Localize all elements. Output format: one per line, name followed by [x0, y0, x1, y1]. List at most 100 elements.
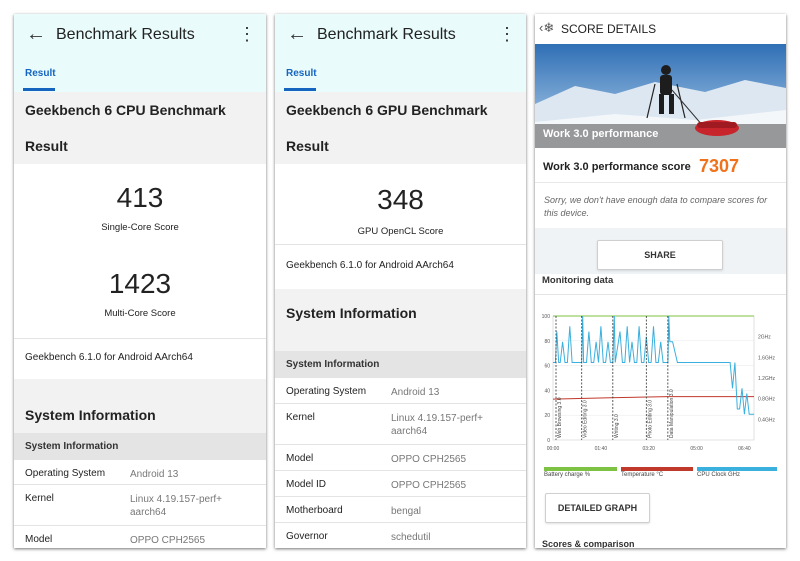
info-value: Android 13 [130, 469, 179, 480]
hero-label: Work 3.0 performance [543, 128, 659, 140]
tab-indicator [284, 88, 316, 91]
y-right-tick-label: 2GHz [758, 335, 771, 341]
share-button[interactable]: SHARE [597, 240, 723, 270]
result-heading: Result [25, 138, 68, 154]
info-key: Model ID [286, 479, 327, 490]
x-tick-label: 05:00 [690, 446, 703, 452]
benchmark-title: Geekbench 6 GPU Benchmark [286, 102, 488, 118]
monitoring-title: Monitoring data [542, 275, 614, 286]
scores-comparison-title: Scores & comparison [542, 539, 635, 548]
back-arrow-icon[interactable]: ← [287, 23, 307, 45]
single-core-label: Single-Core Score [101, 222, 179, 233]
multi-core-score: 1423 [108, 268, 172, 299]
header-title: Benchmark Results [56, 26, 195, 43]
y-left-tick-label: 40 [544, 388, 550, 394]
system-info-subheader: System Information [275, 351, 526, 378]
page-title: SCORE DETAILS [561, 22, 657, 36]
version-text: Geekbench 6.1.0 for Android AArch64 [14, 339, 266, 379]
more-options-icon[interactable]: ⋮ [238, 24, 256, 44]
detailed-graph-button[interactable]: DETAILED GRAPH [545, 493, 650, 523]
info-value: Android 13 [391, 387, 440, 398]
y-right-tick-label: 1.2GHz [758, 376, 775, 382]
tab-result[interactable]: Result [286, 68, 317, 79]
y-left-tick-label: 60 [544, 364, 550, 370]
app-bar: ← Benchmark Results ⋮ [275, 14, 526, 56]
plot-area [552, 315, 755, 441]
info-value: Linux 4.19.157-perf+ aarch64 [391, 413, 484, 437]
y-left-tick-label: 0 [547, 438, 550, 444]
workload-marker-label: Writing 3.0 [614, 414, 620, 438]
score-row: Work 3.0 performance score 7307 [535, 148, 786, 183]
score-label: Work 3.0 performance score [543, 161, 691, 173]
multi-core-label: Multi-Core Score [104, 308, 176, 319]
workload-marker-label: Video Editing 3.0 [583, 400, 589, 438]
x-tick-label: 00:00 [547, 446, 560, 452]
info-value: OPPO CPH2565 [130, 535, 206, 546]
snowflake-logo-icon[interactable]: ‹❄ [539, 20, 555, 35]
system-info-header: System Information [14, 379, 266, 433]
app-header: ← Benchmark Results ⋮ Result [14, 14, 266, 92]
info-key: Kernel [25, 493, 54, 504]
info-value: OPPO CPH2565 [391, 454, 467, 465]
tab-indicator [23, 88, 55, 91]
app-header: ← Benchmark Results ⋮ Result [275, 14, 526, 92]
benchmark-header: Geekbench 6 GPU Benchmark Result [275, 92, 526, 164]
single-core-score: 413 [116, 182, 164, 213]
benchmark-title: Geekbench 6 CPU Benchmark [25, 102, 226, 118]
header-title: Benchmark Results [317, 26, 456, 43]
workload-marker-label: Photo Editing 3.0 [647, 400, 653, 438]
gpu-opencl-score: 348 [377, 184, 424, 215]
divider [535, 294, 786, 295]
info-value: Linux 4.19.157-perf+ aarch64 [130, 494, 223, 518]
info-value: bengal [391, 506, 422, 517]
x-tick-label: 03:20 [642, 446, 655, 452]
info-row: Model OPPO CPH2565 [14, 526, 266, 548]
more-options-icon[interactable]: ⋮ [498, 24, 516, 44]
info-key: Governor [286, 531, 328, 542]
system-info-title: System Information [286, 305, 417, 321]
hero-image: Work 3.0 performance [535, 44, 786, 148]
tab-result[interactable]: Result [25, 68, 56, 79]
info-key: Motherboard [286, 505, 343, 516]
result-heading: Result [286, 138, 329, 154]
x-tick-label: 01:40 [595, 446, 608, 452]
info-key: Model [25, 534, 53, 545]
legend-label-temperature: Temperature °C [621, 472, 664, 478]
workload-marker-label: Web Browsing 3.0 [557, 397, 563, 438]
info-row: Model ID OPPO CPH2565 [275, 471, 526, 497]
info-key: Kernel [286, 412, 315, 423]
info-row: Model OPPO CPH2565 [275, 445, 526, 471]
y-left-tick-label: 100 [542, 314, 551, 320]
y-left-tick-label: 80 [544, 339, 550, 345]
score-details-panel: ‹❄ SCORE DETAILS [535, 14, 786, 548]
gpu-score-label: GPU OpenCL Score [357, 226, 444, 237]
info-row: Operating System Android 13 [275, 378, 526, 404]
app-bar: ← Benchmark Results ⋮ [14, 14, 266, 56]
back-arrow-icon[interactable]: ← [26, 23, 46, 45]
info-row: Motherboard bengal [275, 497, 526, 523]
gpu-results-panel: ← Benchmark Results ⋮ Result Geekbench 6… [275, 14, 526, 548]
monitoring-chart: 100 80 60 40 20 0 2GHz 1.6GHz 1.2GHz 0.8GHz 0.4GHz… [542, 314, 776, 452]
share-section: SHARE [535, 228, 786, 274]
info-row: Operating System Android 13 [14, 460, 266, 485]
version-text: Geekbench 6.1.0 for Android AArch64 [275, 245, 526, 289]
y-left-tick-label: 20 [544, 413, 550, 419]
y-right-tick-label: 0.4GHz [758, 417, 775, 423]
score-section: 348 GPU OpenCL Score [275, 164, 526, 245]
info-key: Operating System [25, 468, 106, 479]
system-info-title: System Information [25, 407, 156, 423]
skier-illustration [535, 44, 786, 148]
scores-section: 413 Single-Core Score 1423 Multi-Core Sc… [14, 164, 266, 339]
legend-label-cpu-clock: CPU Clock GHz [697, 472, 741, 478]
info-key: Operating System [286, 386, 367, 397]
info-row: Kernel Linux 4.19.157-perf+ aarch64 [14, 485, 266, 526]
cpu-results-panel: ← Benchmark Results ⋮ Result Geekbench 6… [14, 14, 266, 548]
info-row: Kernel Linux 4.19.157-perf+ aarch64 [275, 404, 526, 445]
system-info-header: System Information [275, 289, 526, 351]
comparison-note: Sorry, we don't have enough data to comp… [544, 195, 768, 218]
y-right-tick-label: 1.6GHz [758, 355, 775, 361]
score-value: 7307 [699, 156, 740, 176]
app-bar: ‹❄ SCORE DETAILS [535, 14, 786, 44]
x-tick-label: 06:40 [738, 446, 751, 452]
legend-label-battery: Battery charge % [544, 472, 591, 478]
